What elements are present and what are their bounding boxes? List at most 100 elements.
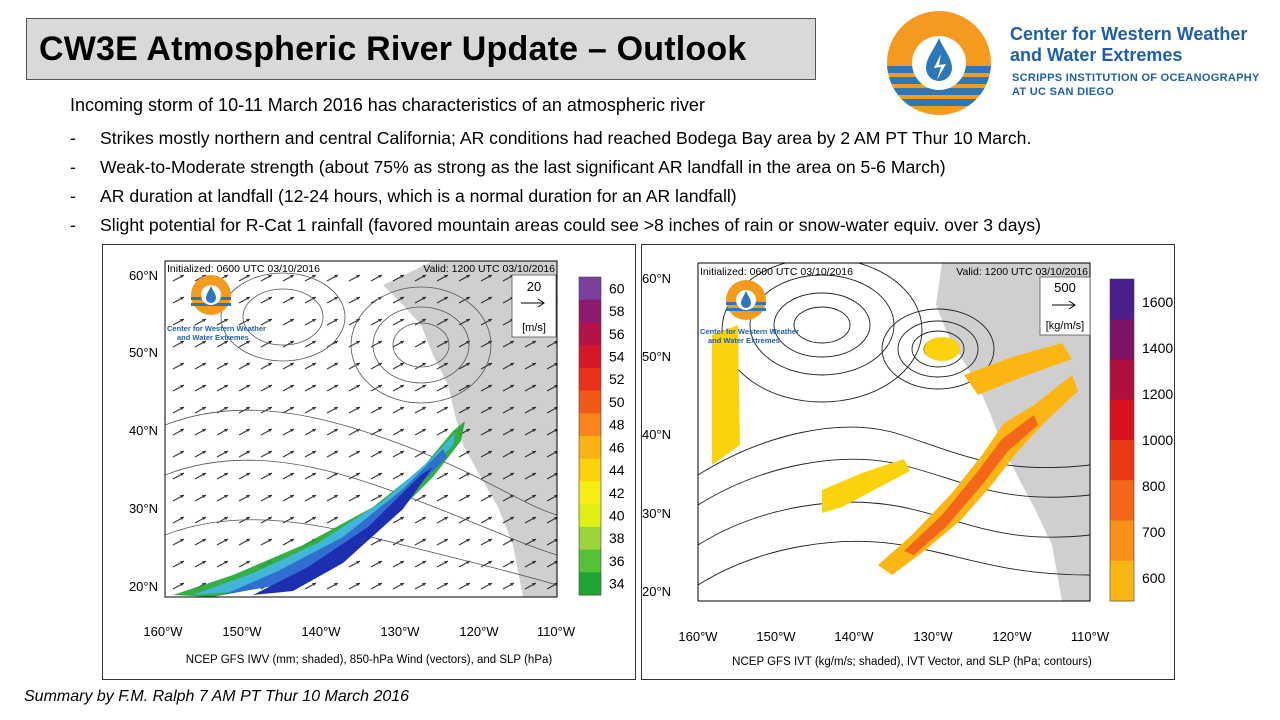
colorbar-swatch: [579, 549, 601, 573]
bullet-dash: -: [70, 186, 76, 206]
colorbar-label: 1600: [1142, 294, 1173, 310]
colorbar-label: 54: [609, 349, 625, 365]
lat-label: 20°N: [642, 584, 671, 599]
lat-label: 60°N: [129, 268, 158, 283]
map-logo-text-2: and Water Extremes: [708, 336, 780, 345]
colorbar-label: 38: [609, 530, 625, 546]
ivt-map-svg: Initialized: 0600 UTC 03/10/2016 Valid: …: [642, 262, 1173, 668]
bullet-dash: -: [70, 128, 76, 148]
page-title: CW3E Atmospheric River Update – Outlook: [39, 29, 747, 68]
colorbar-swatch: [1110, 319, 1134, 360]
colorbar-swatch: [1110, 480, 1134, 521]
colorbar-swatch: [1110, 279, 1134, 320]
colorbar-swatch: [1110, 520, 1134, 562]
colorbar-frame: [1109, 278, 1135, 602]
title-box: CW3E Atmospheric River Update – Outlook: [26, 18, 816, 80]
lon-label: 110°W: [1071, 629, 1110, 644]
lon-label: 130°W: [913, 629, 953, 644]
ivt-caption: NCEP GFS IVT (kg/m/s; shaded), IVT Vecto…: [732, 656, 1092, 668]
org-name: Center for Western Weather and Water Ext…: [1010, 24, 1278, 66]
bullet-item: - Strikes mostly northern and central Cal…: [70, 124, 1280, 153]
colorbar-label: 44: [609, 462, 625, 478]
lat-label: 60°N: [642, 271, 671, 286]
map-logo-icon: [726, 280, 766, 320]
org-sub-line1: SCRIPPS INSTITUTION OF OCEANOGRAPHY: [1012, 72, 1260, 84]
ref-vector-arrow-icon: [521, 298, 545, 308]
lat-label: 40°N: [642, 427, 671, 442]
map-logo-text-2: and Water Extremes: [177, 333, 249, 342]
lat-label: 30°N: [129, 501, 158, 516]
colorbar-label: 56: [609, 326, 625, 342]
lat-label: 20°N: [129, 579, 158, 594]
org-subtitle: SCRIPPS INSTITUTION OF OCEANOGRAPHY AT U…: [1012, 71, 1272, 99]
colorbar-label: 600: [1142, 570, 1166, 586]
iwv-map-svg: Initialized: 0600 UTC 03/10/2016 Valid: …: [129, 260, 625, 666]
colorbar-label: 48: [609, 417, 625, 433]
lon-label: 160°W: [678, 629, 718, 644]
colorbar-label: 36: [609, 553, 625, 569]
lat-label: 30°N: [642, 506, 671, 521]
ref-vector-box: [1039, 276, 1091, 336]
bullet-item: - Weak-to-Moderate strength (about 75% as…: [70, 153, 1280, 182]
colorbar-label: 1200: [1142, 386, 1173, 402]
valid-label: Valid: 1200 UTC 03/10/2016: [956, 266, 1088, 278]
lon-label: 150°W: [222, 624, 262, 639]
colorbar-swatch: [1110, 440, 1134, 481]
bullet-text: Weak-to-Moderate strength (about 75% as …: [100, 157, 946, 177]
org-sub-line2: AT UC SAN DIEGO: [1012, 86, 1115, 98]
iwv-caption: NCEP GFS IWV (mm; shaded), 850-hPa Wind …: [186, 654, 553, 666]
ref-vector-box: [511, 274, 557, 338]
ref-vector-arrow-icon: [1052, 300, 1076, 310]
bullet-text: AR duration at landfall (12-24 hours, wh…: [100, 186, 737, 206]
lat-label: 40°N: [129, 423, 158, 438]
colorbar-swatch: [579, 277, 601, 301]
map-logo-icon: [191, 275, 231, 315]
colorbar-swatch: [579, 322, 601, 346]
ref-vector-unit: [kg/m/s]: [1046, 320, 1085, 332]
map-logo-text-1: Center for Western Weather: [167, 324, 266, 333]
colorbar-swatch: [579, 299, 601, 323]
lon-label: 140°W: [834, 629, 874, 644]
org-name-line1: Center for Western Weather: [1010, 24, 1248, 44]
cw3e-logo-icon: [887, 11, 991, 115]
iwv-map-panel: Initialized: 0600 UTC 03/10/2016 Valid: …: [102, 244, 636, 680]
valid-label: Valid: 1200 UTC 03/10/2016: [423, 263, 555, 275]
iwv-colorbar: 60 58 56 54 52 50 48 46 44 42 40 38 36 34: [578, 276, 625, 596]
colorbar-swatch: [579, 572, 601, 596]
summary-text: Summary by F.M. Ralph 7 AM PT Thur 10 Ma…: [24, 688, 410, 705]
colorbar-label: 60: [609, 280, 625, 296]
ref-vector-unit: [m/s]: [522, 322, 546, 334]
org-name-line2: and Water Extremes: [1010, 45, 1183, 65]
lon-label: 140°W: [301, 624, 341, 639]
colorbar-label: 40: [609, 508, 625, 524]
intro-text: Incoming storm of 10-11 March 2016 has c…: [70, 95, 705, 115]
lon-label: 150°W: [756, 629, 796, 644]
colorbar-label: 42: [609, 485, 625, 501]
colorbar-label: 50: [609, 394, 625, 410]
colorbar-swatch: [579, 458, 601, 482]
colorbar-swatch: [579, 390, 601, 414]
bullet-dash: -: [70, 215, 76, 235]
lon-label: 160°W: [143, 624, 183, 639]
colorbar-swatch: [579, 504, 601, 528]
ref-vector-value: 20: [527, 279, 541, 294]
colorbar-label: 46: [609, 439, 625, 455]
colorbar-swatch: [579, 345, 601, 369]
colorbar-label: 1000: [1142, 432, 1173, 448]
colorbar-label: 700: [1142, 524, 1166, 540]
bullet-text: Slight potential for R-Cat 1 rainfall (f…: [100, 215, 1041, 235]
colorbar-swatch: [579, 481, 601, 505]
map-logo-text-1: Center for Western Weather: [700, 327, 799, 336]
colorbar-frame: [578, 276, 602, 596]
colorbar-label: 1400: [1142, 340, 1173, 356]
colorbar-swatch: [1110, 560, 1134, 602]
initialized-label: Initialized: 0600 UTC 03/10/2016: [700, 266, 853, 278]
lon-label: 120°W: [992, 629, 1032, 644]
colorbar-swatch: [579, 436, 601, 460]
bullet-item: - Slight potential for R-Cat 1 rainfall (…: [70, 211, 1280, 240]
ivt-map-panel: Initialized: 0600 UTC 03/10/2016 Valid: …: [641, 244, 1175, 680]
bullet-dash: -: [70, 157, 76, 177]
colorbar-swatch: [579, 413, 601, 437]
colorbar-label: 52: [609, 371, 625, 387]
bullet-item: - AR duration at landfall (12-24 hours, w…: [70, 182, 1280, 211]
